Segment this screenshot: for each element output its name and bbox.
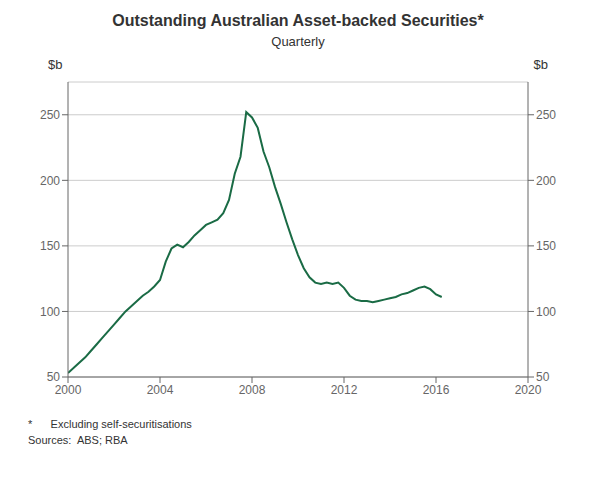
svg-text:150: 150 <box>536 239 556 253</box>
html-text:Outstanding Australian Asset-b: Outstanding Australian Asset-backed Secu… <box>112 12 484 29</box>
svg-text:250: 250 <box>536 108 556 122</box>
svg-text:200: 200 <box>40 174 60 188</box>
svg-text:2012: 2012 <box>331 383 358 397</box>
html-text:$b: $b <box>533 57 548 72</box>
svg-text:2008: 2008 <box>239 383 266 397</box>
svg-text:250: 250 <box>40 108 60 122</box>
html-text:$b: $b <box>48 57 63 72</box>
svg-text:2020: 2020 <box>515 383 542 397</box>
html-text:Quarterly: Quarterly <box>271 34 325 49</box>
svg-text:50: 50 <box>47 370 61 384</box>
svg-text:2004: 2004 <box>147 383 174 397</box>
svg-text:200: 200 <box>536 174 556 188</box>
html-text:* Excluding self-securitisatio: * Excluding self-securitisations <box>28 418 192 430</box>
svg-text:50: 50 <box>536 370 550 384</box>
svg-text:100: 100 <box>536 305 556 319</box>
svg-text:100: 100 <box>40 305 60 319</box>
svg-text:150: 150 <box>40 239 60 253</box>
svg-text:2016: 2016 <box>423 383 450 397</box>
html-text:Sources: ABS; RBA: Sources: ABS; RBA <box>28 434 128 446</box>
svg-text:2000: 2000 <box>55 383 82 397</box>
